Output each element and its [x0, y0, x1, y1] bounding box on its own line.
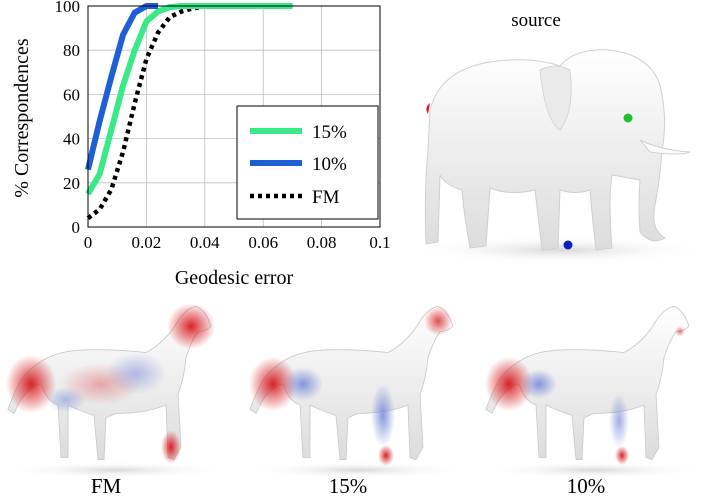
legend-label-10: 10%	[312, 154, 347, 175]
source-label: source	[511, 10, 561, 31]
horse-15	[248, 305, 468, 479]
legend-label-15: 15%	[312, 122, 347, 143]
x-tick-label: 0.08	[307, 233, 337, 252]
x-tick-label: 0	[84, 233, 93, 252]
y-tick-label: 20	[63, 174, 80, 193]
y-tick-label: 80	[63, 41, 80, 60]
marker-blue	[563, 240, 573, 250]
y-tick-label: 60	[63, 85, 80, 104]
y-tick-label: 0	[72, 218, 81, 237]
caption-10: 10%	[566, 474, 606, 498]
caption-fm: FM	[90, 474, 122, 498]
x-tick-label: 0.06	[248, 233, 278, 252]
x-tick-label: 0.02	[132, 233, 162, 252]
x-tick-label: 0.1	[369, 233, 390, 252]
y-tick-label: 40	[63, 130, 80, 149]
plot-frame	[87, 5, 381, 228]
legend-label-fm: FM	[312, 187, 340, 208]
correspondence-chart: 0 0.02 0.04 0.06 0.08 0.1 0 20 40 60 80 100 Geodesi…	[11, 0, 391, 289]
source-elephant	[410, 49, 710, 264]
marker-green	[623, 113, 633, 123]
horse-fm	[6, 303, 226, 479]
caption-15: 15%	[328, 474, 368, 498]
horse-10	[484, 305, 704, 479]
x-axis-label: Geodesic error	[175, 267, 294, 289]
series-line-fm	[86, 3, 293, 220]
y-tick-label: 100	[55, 0, 81, 16]
legend: 15% 10% FM	[236, 105, 379, 220]
y-axis-label: % Correspondences	[11, 38, 33, 198]
chart-ticks: 0 0.02 0.04 0.06 0.08 0.1 0 20 40 60 80 100	[55, 0, 391, 252]
x-tick-label: 0.04	[190, 233, 220, 252]
